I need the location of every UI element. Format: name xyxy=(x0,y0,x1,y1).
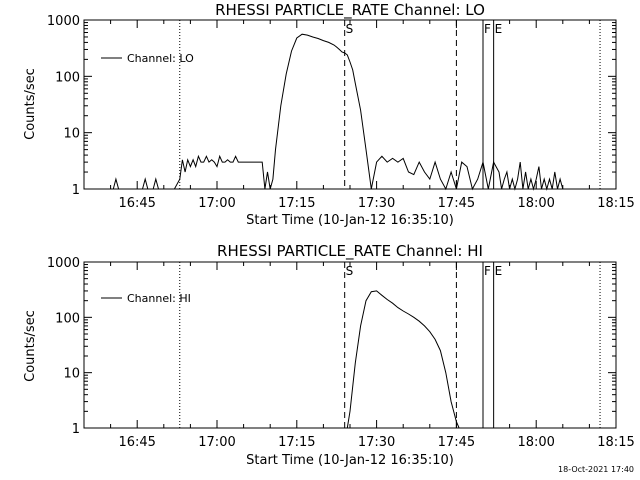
x-tick-label: 18:00 xyxy=(517,196,554,211)
plot-panel-lo xyxy=(83,19,617,191)
series-line xyxy=(346,290,460,429)
event-marker-label: S xyxy=(346,22,354,36)
plot-title: RHESSI PARTICLE_RATE Channel: HI xyxy=(217,242,483,261)
y-tick-label: 100 xyxy=(55,311,80,326)
x-tick-label: 17:15 xyxy=(278,196,315,211)
x-tick-label: 17:45 xyxy=(438,196,475,211)
plot-frame xyxy=(83,19,617,190)
x-axis-label: Start Time (10-Jan-12 16:35:10) xyxy=(246,213,454,228)
event-marker-label: S xyxy=(346,264,354,278)
x-tick-label: 16:45 xyxy=(118,435,155,450)
event-marker-label: E xyxy=(495,264,503,278)
x-tick-label: 17:30 xyxy=(358,196,395,211)
x-axis-label: Start Time (10-Jan-12 16:35:10) xyxy=(246,453,454,468)
x-tick-label: 16:45 xyxy=(118,196,155,211)
y-tick-label: 1000 xyxy=(47,256,80,271)
plot-title: RHESSI PARTICLE_RATE Channel: LO xyxy=(215,1,485,20)
x-tick-label: 17:45 xyxy=(438,435,475,450)
legend-label: Channel: HI xyxy=(127,292,191,305)
x-tick-label: 17:30 xyxy=(358,435,395,450)
y-tick-label: 1000 xyxy=(47,14,80,29)
x-tick-label: 18:15 xyxy=(597,196,634,211)
event-marker-label: E xyxy=(495,22,503,36)
y-tick-label: 10 xyxy=(63,127,80,142)
plot-panel-hi xyxy=(83,261,617,429)
legend-label: Channel: LO xyxy=(127,52,194,65)
plot-frame xyxy=(83,261,617,429)
x-tick-label: 18:00 xyxy=(517,435,554,450)
x-tick-label: 17:00 xyxy=(198,196,235,211)
series-line xyxy=(112,33,564,191)
y-tick-label: 1 xyxy=(72,183,80,198)
footer-timestamp: 18-Oct-2021 17:40 xyxy=(558,465,634,474)
x-tick-label: 17:15 xyxy=(278,435,315,450)
event-marker-label: F xyxy=(484,22,491,36)
event-marker-label: F xyxy=(484,264,491,278)
y-tick-label: 10 xyxy=(63,367,80,382)
x-tick-label: 17:00 xyxy=(198,435,235,450)
x-tick-label: 18:15 xyxy=(597,435,634,450)
y-axis-label: Counts/sec xyxy=(23,310,38,382)
y-tick-label: 100 xyxy=(55,70,80,85)
y-tick-label: 1 xyxy=(72,422,80,437)
y-axis-label: Counts/sec xyxy=(23,68,38,140)
